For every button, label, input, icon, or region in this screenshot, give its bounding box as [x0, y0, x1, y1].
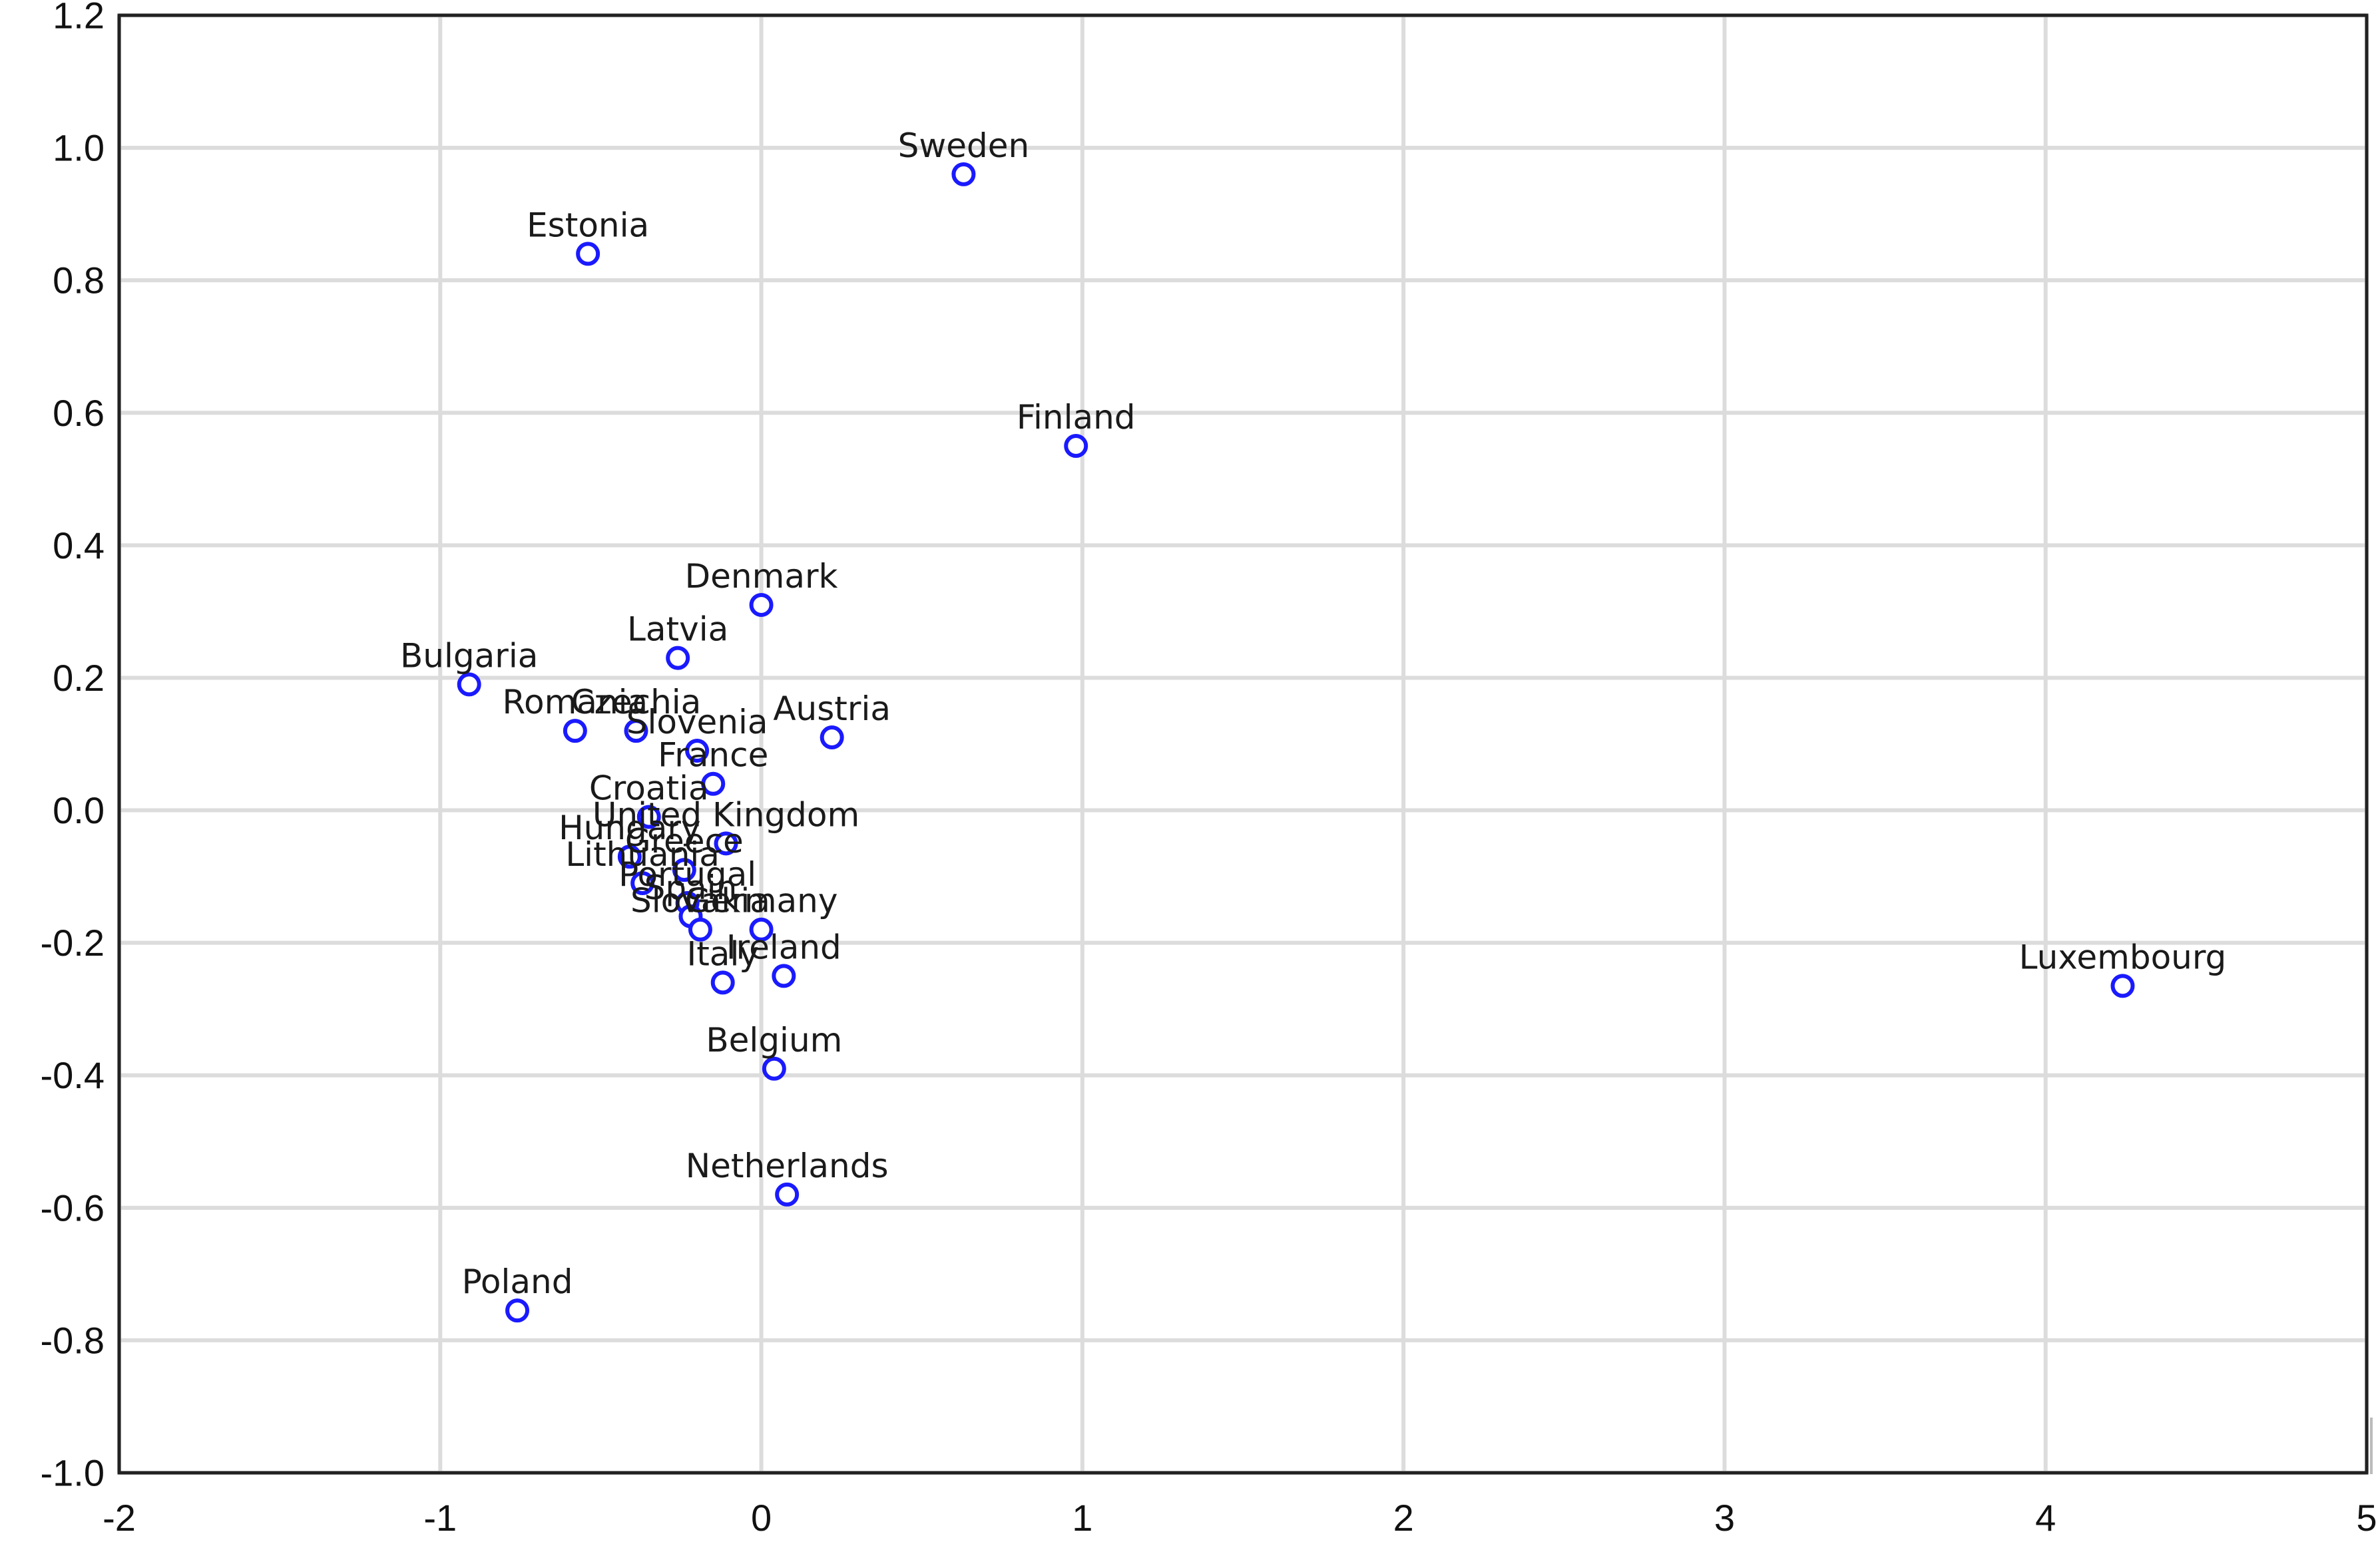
data-point-label: Greece: [625, 822, 744, 861]
y-tick-label: 0.2: [53, 657, 105, 699]
data-point-label: Croatia: [589, 769, 709, 808]
data-point-label: Finland: [1017, 398, 1136, 437]
data-point-label: United Kingdom: [593, 795, 859, 834]
data-point-label: Estonia: [527, 206, 649, 244]
data-point-marker: [630, 871, 655, 896]
data-point-marker: [1064, 434, 1088, 459]
data-point-label: Denmark: [685, 557, 838, 596]
data-point-label: Ireland: [726, 928, 841, 966]
data-point-marker: [820, 725, 844, 750]
y-tick-label: 1.0: [53, 127, 105, 169]
y-tick-label: -1.0: [41, 1452, 105, 1494]
data-point-marker: [749, 917, 774, 942]
x-tick-label: 2: [1393, 1497, 1414, 1539]
data-point-label: Latvia: [627, 610, 728, 649]
data-point-marker: [688, 917, 712, 942]
data-point-label: Poland: [462, 1262, 573, 1301]
data-point-marker: [457, 672, 481, 697]
data-point-marker: [762, 1056, 786, 1081]
data-point-label: Netherlands: [686, 1147, 889, 1185]
data-point-label: Luxembourg: [2019, 938, 2227, 976]
data-point-marker: [775, 1182, 800, 1207]
x-tick-label: 3: [1714, 1497, 1735, 1539]
x-tick-label: 0: [751, 1497, 772, 1539]
data-point-label: Czechia: [571, 683, 702, 721]
data-point-marker: [951, 162, 976, 186]
x-tick-label: 1: [1072, 1497, 1092, 1539]
y-axis-ticks: -1.0 -0.8 -0.6 -0.4 -0.2 0.0 0.2 0.4 0.6 0.8 1.0 1.…: [41, 0, 105, 1494]
data-point-marker: [772, 964, 796, 988]
data-point-label: Bulgaria: [400, 636, 538, 675]
data-point-label: Belgium: [706, 1021, 842, 1060]
grid: [117, 13, 2369, 1475]
y-tick-label: 0.0: [53, 789, 105, 831]
y-tick-label: -0.4: [41, 1054, 105, 1096]
data-point-label: Spain: [644, 869, 738, 907]
data-point-marker: [666, 646, 690, 670]
data-point-marker: [701, 771, 726, 796]
x-tick-label: 4: [2035, 1497, 2056, 1539]
data-point-marker: [2110, 974, 2135, 998]
y-tick-label: 0.4: [53, 524, 105, 566]
x-tick-label: 5: [2356, 1497, 2377, 1539]
data-point-marker: [563, 719, 587, 743]
data-point-label: Slovenia: [626, 703, 768, 741]
data-point-marker: [710, 970, 735, 995]
y-tick-label: 1.2: [53, 0, 105, 37]
data-point-marker: [714, 831, 738, 856]
data-points: Sweden Estonia Finland Denmark Latvia Bulgari…: [400, 126, 2227, 1323]
y-tick-label: -0.6: [41, 1187, 105, 1229]
data-point-marker: [505, 1298, 530, 1323]
data-point-label: Sweden: [898, 126, 1030, 165]
data-point-label: Germany: [685, 882, 838, 920]
y-tick-label: -0.2: [41, 922, 105, 964]
data-point-marker: [576, 242, 600, 266]
data-point-label: Austria: [773, 689, 891, 728]
data-point-marker: [624, 719, 648, 743]
data-point-marker: [749, 592, 774, 617]
data-point-marker: [672, 858, 696, 882]
data-point-label: Romania: [503, 683, 648, 721]
x-tick-label: -2: [103, 1497, 136, 1539]
data-point-marker: [617, 845, 642, 869]
y-tick-label: 0.6: [53, 392, 105, 434]
x-axis-ticks: -2 -1 0 1 2 3 4 5: [103, 1497, 2377, 1539]
plot-frame: [117, 13, 2369, 1475]
data-point-marker: [636, 805, 661, 829]
y-tick-label: -0.8: [41, 1319, 105, 1361]
data-point-label: Slovakia: [630, 882, 770, 920]
data-point-label: Portugal: [618, 855, 756, 894]
data-point-label: Lithuania: [565, 835, 720, 874]
data-point-label: France: [658, 736, 768, 775]
data-point-marker: [685, 738, 710, 763]
data-point-label: Hungary: [559, 809, 701, 847]
y-tick-label: 0.8: [53, 260, 105, 301]
x-tick-label: -1: [423, 1497, 457, 1539]
data-point-label: Italy: [686, 934, 758, 973]
